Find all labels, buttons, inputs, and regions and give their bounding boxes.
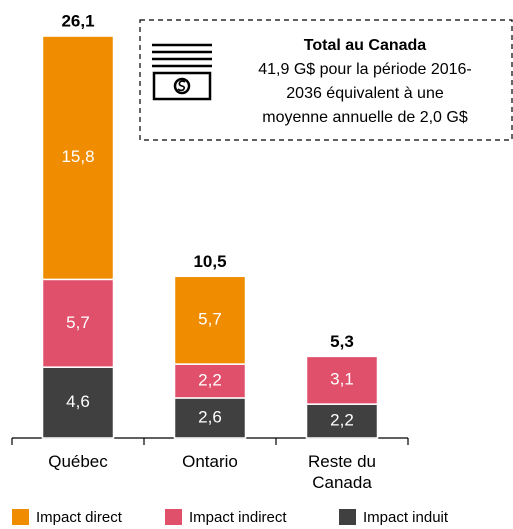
annotation-title: Total au Canada	[304, 37, 426, 54]
annotation-box	[139, 19, 513, 141]
legend-swatch	[339, 509, 356, 525]
value-label: 5,7	[198, 310, 222, 329]
bar-segment	[173, 275, 247, 365]
annotation-line: moyenne annuelle de 2,0 G$	[262, 109, 468, 126]
legend-swatch	[165, 509, 182, 525]
legend-label: Impact direct	[36, 509, 123, 526]
bar-segment	[41, 366, 115, 439]
value-label: 2,6	[198, 407, 222, 426]
annotation-line: 2036 équivalent à une	[286, 85, 444, 102]
x-tick-label: Reste du Canada	[307, 452, 377, 492]
total-label: 10,5	[193, 252, 226, 271]
legend-swatch	[12, 509, 29, 525]
bar-segment	[173, 397, 247, 439]
value-label: 2,2	[330, 411, 354, 430]
money-icon	[152, 43, 212, 101]
x-tick-label: Québec	[48, 452, 108, 471]
bar-segment	[305, 355, 379, 405]
bar-segment	[41, 35, 115, 281]
x-tick-label: Ontario	[182, 452, 238, 471]
value-label: 5,7	[66, 313, 90, 332]
legend-label: Impact indirect	[189, 509, 287, 526]
annotation-line: 41,9 G$ pour la période 2016-	[258, 61, 471, 78]
bar-segment	[305, 403, 379, 439]
bar-segment	[41, 278, 115, 368]
total-label: 26,1	[61, 12, 94, 31]
value-label: 15,8	[61, 147, 94, 166]
value-label: 2,2	[198, 371, 222, 390]
value-label: 4,6	[66, 392, 90, 411]
total-label: 5,3	[330, 332, 354, 351]
legend-label: Impact induit	[363, 509, 449, 526]
value-label: 3,1	[330, 370, 354, 389]
